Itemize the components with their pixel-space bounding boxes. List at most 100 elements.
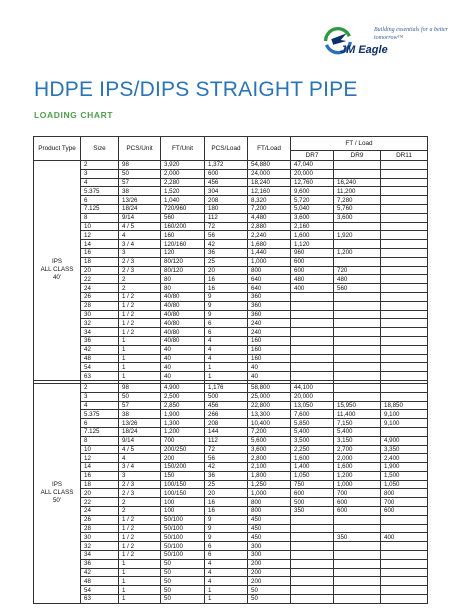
- table-cell: [290, 594, 334, 604]
- table-cell: 5,400: [290, 426, 334, 437]
- table-cell: 100: [160, 506, 205, 516]
- table-cell: 750: [290, 479, 334, 490]
- table-cell: 50/100: [160, 523, 205, 534]
- header-dr11: DR11: [380, 150, 428, 161]
- table-row: 32 1 / 2 40/80 6 240: [34, 318, 428, 329]
- table-row: 32 1 / 2 50/100 6 300: [34, 541, 428, 552]
- table-cell: 4: [118, 230, 161, 241]
- table-cell: 50: [160, 594, 205, 604]
- table-cell: 7,200: [247, 203, 291, 214]
- table-cell: [380, 585, 428, 596]
- header-product-type: Product Type: [33, 136, 81, 161]
- table-row: 14 3 / 4 150/200 42 2,100 1,400 1,600 1,900: [34, 462, 428, 472]
- table-cell: 304: [204, 186, 248, 197]
- table-cell: 40/80: [160, 291, 205, 302]
- table-cell: [380, 391, 428, 402]
- group-separator: [33, 379, 428, 384]
- table-cell: [333, 541, 381, 552]
- table-cell: [380, 327, 428, 337]
- table-cell: 50/100: [160, 550, 205, 560]
- table-cell: 112: [204, 435, 248, 446]
- table-cell: 3: [80, 168, 119, 179]
- table-cell: 36: [204, 470, 248, 481]
- table-cell: [333, 585, 381, 596]
- table-cell: 1 / 2: [118, 550, 161, 560]
- jm-eagle-logo: JM Eagle Building essentials for a bette…: [318, 22, 468, 62]
- table-cell: 26: [80, 291, 119, 302]
- table-cell: 4: [118, 453, 161, 464]
- table-cell: 80/120: [160, 256, 205, 267]
- table-cell: 1: [118, 335, 161, 346]
- table-cell: [333, 391, 381, 402]
- table-cell: [380, 371, 428, 381]
- table-cell: 9/14: [118, 435, 161, 446]
- table-row: 18 2 / 3 80/120 25 1,000 600: [34, 256, 428, 267]
- table-cell: 2: [118, 506, 161, 516]
- table-cell: 450: [247, 523, 291, 534]
- table-cell: 1: [118, 353, 161, 364]
- table-cell: [290, 371, 334, 381]
- table-cell: 144: [204, 426, 248, 437]
- table-cell: 360: [247, 291, 291, 302]
- table-cell: 30: [80, 309, 119, 320]
- table-cell: 50/100: [160, 541, 205, 552]
- table-cell: [290, 335, 334, 346]
- table-cell: [333, 371, 381, 381]
- table-cell: 1: [204, 594, 248, 604]
- table-cell: 100: [160, 497, 205, 508]
- table-cell: 800: [247, 506, 291, 516]
- table-cell: [290, 309, 334, 320]
- table-cell: 47,040: [290, 160, 334, 170]
- table-cell: 5,850: [290, 418, 334, 428]
- table-cell: 40: [160, 371, 205, 381]
- header-ft-load-group: FT / Load: [290, 136, 428, 151]
- table-cell: 2,700: [333, 444, 381, 455]
- table-cell: 4: [204, 335, 248, 346]
- table-cell: 160: [247, 344, 291, 355]
- table-row: IPS ALL CLASS 50' 2 98 4,900 1,176 58,800 44,1…: [33, 382, 428, 604]
- table-cell: 50: [160, 558, 205, 569]
- table-cell: [333, 576, 381, 587]
- table-cell: 44,100: [290, 382, 334, 393]
- table-cell: 40/80: [160, 309, 205, 320]
- table-cell: 160: [160, 230, 205, 241]
- table-cell: 1,900: [160, 409, 205, 420]
- header-pcs-load: PCS/Load: [204, 136, 248, 161]
- table-cell: 640: [247, 274, 291, 285]
- table-cell: 1: [204, 362, 248, 373]
- table-cell: 16: [80, 247, 119, 258]
- table-cell: 38: [118, 409, 161, 420]
- table-cell: 2: [118, 274, 161, 285]
- table-cell: 56: [204, 453, 248, 464]
- table-cell: 3,350: [380, 444, 428, 455]
- table-cell: [380, 291, 428, 302]
- table-cell: 6: [204, 318, 248, 329]
- table-cell: 3: [80, 391, 119, 402]
- table-cell: 720/960: [160, 203, 205, 214]
- table-cell: 40/80: [160, 318, 205, 329]
- table-row: 3 50 2,500 500 25,000 20,000: [34, 391, 428, 402]
- table-row: 10 4 / 5 200/250 72 3,600 2,250 2,700 3,350: [34, 444, 428, 455]
- table-cell: 500: [204, 391, 248, 402]
- table-cell: [333, 335, 381, 346]
- table-cell: [380, 256, 428, 267]
- table-cell: 1 / 2: [118, 541, 161, 552]
- table-cell: 2,400: [380, 453, 428, 464]
- table-cell: [380, 212, 428, 223]
- table-cell: [380, 362, 428, 373]
- table-row: 22 2 100 16 800 500 600 700: [34, 497, 428, 508]
- table-cell: 1: [204, 371, 248, 381]
- table-cell: [333, 514, 381, 525]
- table-cell: [380, 567, 428, 578]
- table-row: 30 1 / 2 50/100 9 450 350 400: [34, 532, 428, 543]
- table-cell: 30: [80, 532, 119, 543]
- table-cell: [380, 514, 428, 525]
- table-cell: [380, 550, 428, 560]
- table-cell: 1: [118, 585, 161, 596]
- table-cell: [290, 300, 334, 311]
- table-row: 4 57 2,280 456 18,240 12,760 16,240: [34, 177, 428, 188]
- table-cell: 560: [333, 283, 381, 293]
- table-cell: 24: [80, 283, 119, 293]
- table-cell: 600: [333, 506, 381, 516]
- product-type-cell: IPS ALL CLASS 50': [33, 382, 81, 604]
